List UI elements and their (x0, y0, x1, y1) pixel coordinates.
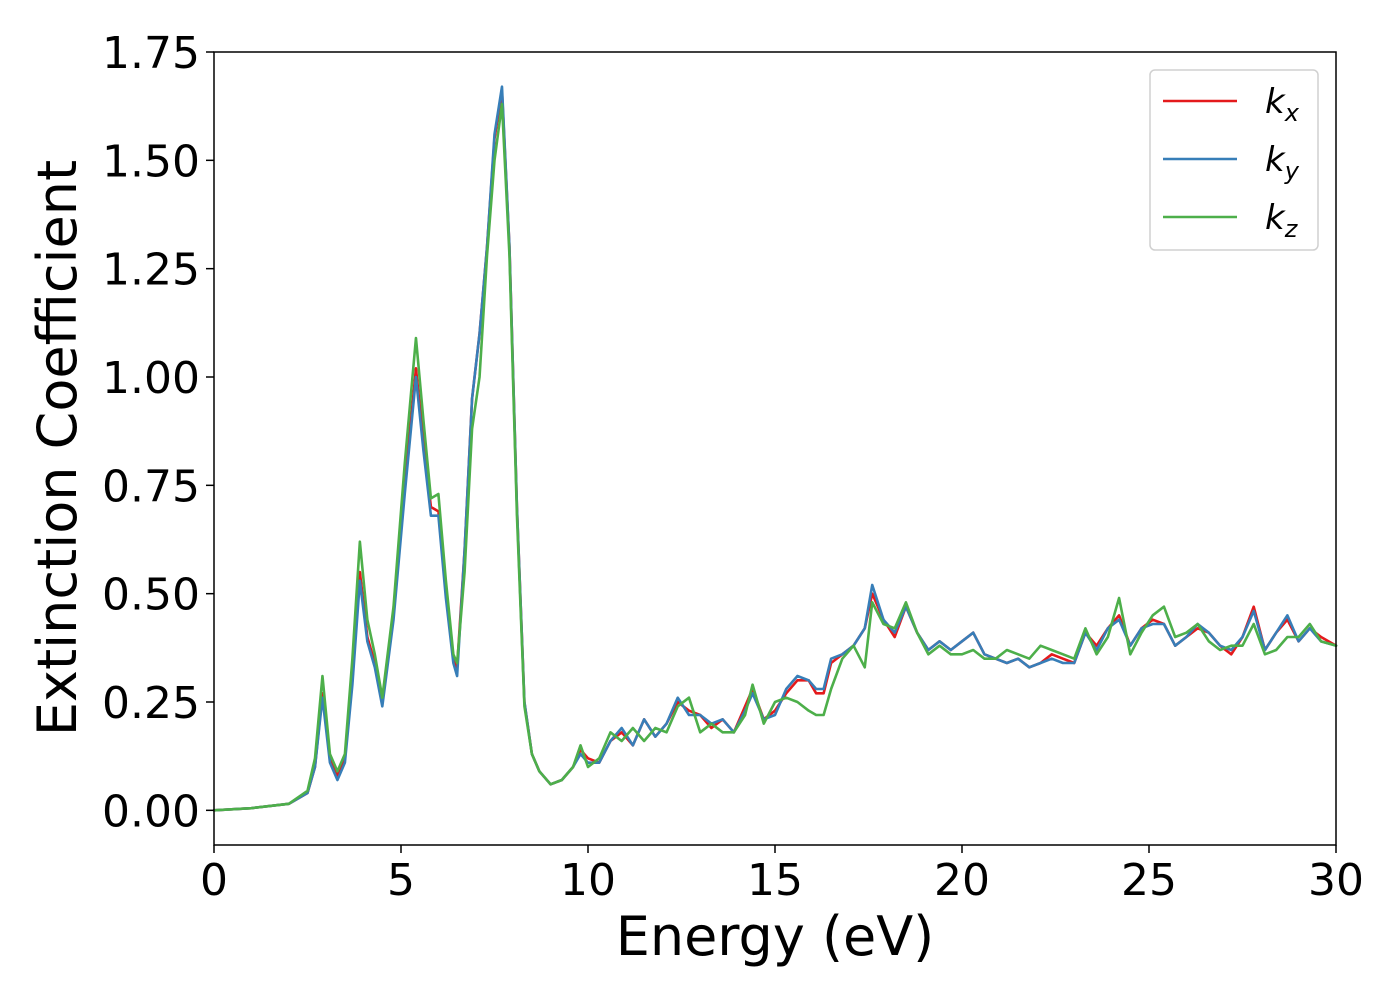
series-line-ky (212, 85, 1338, 812)
y-tick-label: 1.00 (102, 353, 200, 404)
legend: kx ky kz (1149, 69, 1319, 251)
x-tick-label: 25 (1121, 855, 1177, 906)
x-axis-label: Energy (eV) (616, 905, 935, 968)
y-tick-label: 1.75 (102, 28, 200, 79)
y-axis: 0.00 0.25 0.50 0.75 1.00 1.25 1.50 1.75 (102, 28, 214, 837)
y-tick-label: 0.50 (102, 570, 200, 621)
y-axis-label: Extinction Coefficient (26, 160, 89, 736)
x-tick-label: 30 (1308, 855, 1364, 906)
y-tick-label: 0.75 (102, 461, 200, 512)
series-layer (212, 85, 1338, 812)
y-tick-label: 0.25 (102, 678, 200, 729)
x-tick-label: 5 (387, 855, 415, 906)
legend-label-ky: ky (1265, 140, 1300, 185)
legend-entries: kx ky kz (1163, 82, 1300, 243)
series-line-kz (212, 102, 1338, 812)
legend-label-kz: kz (1265, 198, 1299, 243)
x-tick-label: 0 (200, 855, 228, 906)
x-tick-label: 20 (934, 855, 990, 906)
y-tick-label: 1.50 (102, 136, 200, 187)
x-axis: 0 5 10 15 20 25 30 (200, 845, 1364, 906)
y-tick-label: 0.00 (102, 786, 200, 837)
x-tick-label: 15 (747, 855, 803, 906)
x-tick-label: 10 (560, 855, 616, 906)
y-tick-label: 1.25 (102, 245, 200, 296)
legend-label-kx: kx (1265, 82, 1300, 127)
